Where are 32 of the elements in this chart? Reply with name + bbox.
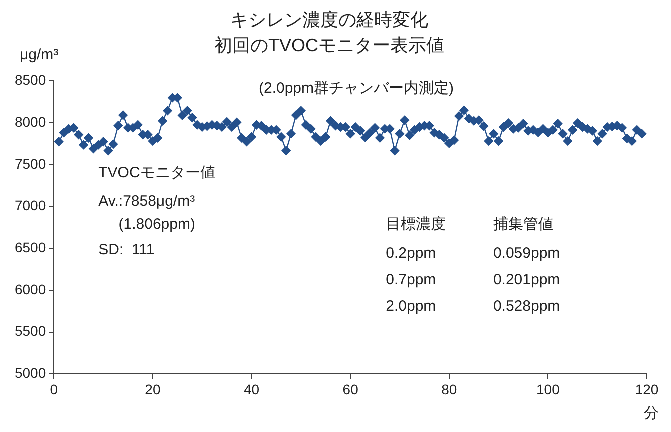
annotation: 0.7ppm (386, 272, 436, 289)
x-tick-label: 100 (536, 381, 560, 398)
chart-title: キシレン濃度の経時変化 (230, 10, 428, 30)
annotation: 0.2ppm (386, 245, 436, 262)
x-tick-label: 120 (635, 381, 659, 398)
annotation: (1.806ppm) (118, 216, 196, 233)
y-tick-label: 8000 (14, 114, 46, 130)
annotation: 0.059ppm (493, 245, 560, 262)
y-tick-label: 6500 (14, 239, 46, 256)
y-tick-label: 5500 (14, 323, 46, 340)
x-tick-label: 40 (244, 381, 260, 398)
y-tick-label: 7500 (14, 156, 46, 172)
x-axis-title: 分 (644, 405, 659, 422)
x-tick-label: 0 (50, 381, 58, 398)
annotation: 捕集管値 (493, 216, 554, 233)
annotation: (2.0ppm群チャンバー内測定) (258, 80, 454, 97)
annotation: 2.0ppm (386, 298, 436, 315)
annotation: Av.:7858μg/m³ (98, 193, 196, 210)
y-tick-label: 7000 (14, 198, 46, 214)
y-tick-label: 5000 (14, 365, 46, 382)
annotation: 目標濃度 (386, 216, 446, 233)
x-tick-label: 20 (145, 381, 161, 398)
annotation: 0.201ppm (493, 272, 560, 289)
annotation: SD: 111 (98, 242, 155, 259)
y-tick-label: 6000 (14, 281, 46, 298)
y-tick-label: 8500 (14, 72, 46, 88)
annotation: 0.528ppm (493, 298, 560, 315)
y-axis-title: μg/m³ (20, 46, 59, 64)
x-tick-label: 60 (342, 381, 359, 398)
chart-subtitle: 初回のTVOCモニター表示値 (214, 35, 445, 56)
x-tick-label: 80 (442, 381, 458, 398)
annotation: TVOCモニター値 (98, 164, 216, 182)
